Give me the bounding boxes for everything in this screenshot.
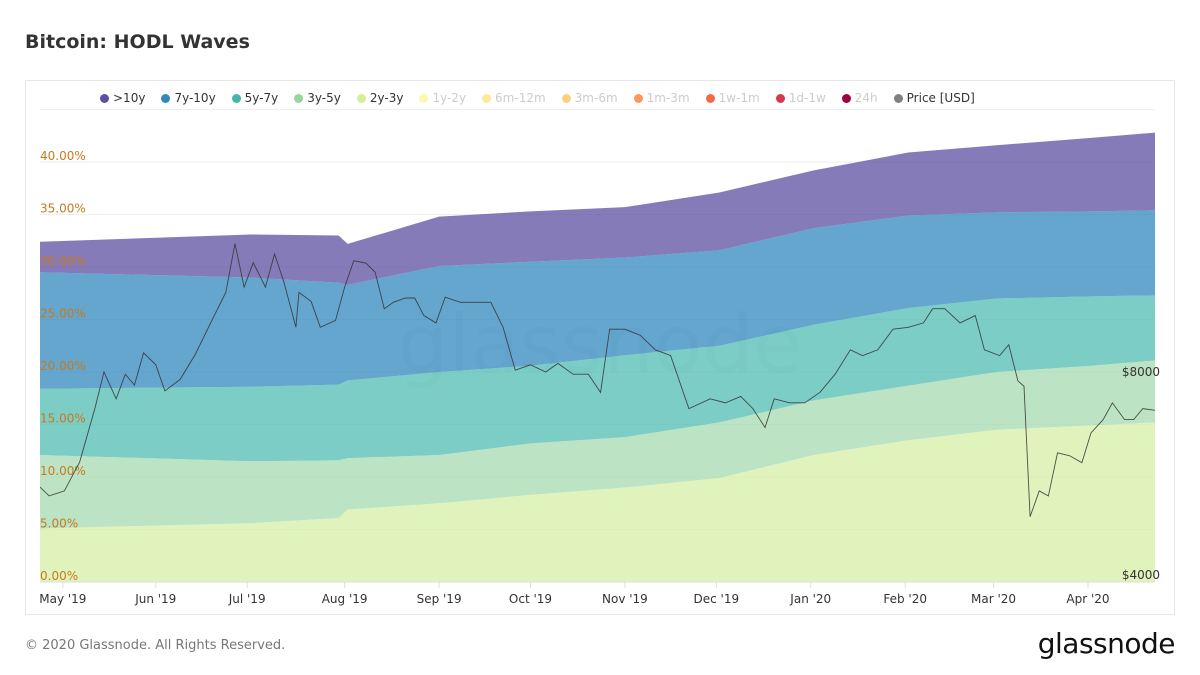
x-tick-label: May '19: [39, 592, 86, 606]
legend-label: 7y-10y: [174, 91, 216, 105]
legend-dot-icon: [841, 93, 851, 103]
y-tick-label: 35.00%: [40, 202, 86, 216]
legend-label: 3m-6m: [574, 91, 618, 105]
legend-item[interactable]: 1w-1m: [705, 91, 760, 105]
legend-label: 1m-3m: [646, 91, 690, 105]
chart-frame: [25, 80, 1175, 615]
legend-item[interactable]: 1d-1w: [775, 91, 826, 105]
legend-label: 5y-7y: [244, 91, 279, 105]
legend-dot-icon: [231, 93, 241, 103]
x-tick-label: Jul '19: [228, 592, 266, 606]
legend-label: 1d-1w: [788, 91, 826, 105]
x-tick-label: Dec '19: [694, 592, 740, 606]
x-tick-label: Feb '20: [883, 592, 927, 606]
legend-dot-icon: [705, 93, 715, 103]
legend-dot-icon: [419, 93, 429, 103]
x-tick-label: Jun '19: [134, 592, 176, 606]
y-tick-label: 10.00%: [40, 464, 86, 478]
x-tick-label: Jan '20: [789, 592, 831, 606]
legend-item[interactable]: 5y-7y: [231, 91, 279, 105]
glassnode-logo: glassnode: [1037, 627, 1176, 660]
page-title: Bitcoin: HODL Waves: [25, 31, 250, 53]
x-tick-label: Mar '20: [971, 592, 1016, 606]
y-tick-label: 5.00%: [40, 517, 78, 531]
legend-dot-icon: [161, 93, 171, 103]
legend-dot-icon: [893, 93, 903, 103]
copyright: © 2020 Glassnode. All Rights Reserved.: [25, 638, 286, 653]
legend: >10y 7y-10y 5y-7y 3y-5y 2y-3y 1y-2y 6m-12m 3m-6…: [100, 91, 991, 105]
y-tick-label: 0.00%: [40, 569, 78, 583]
legend-dot-icon: [561, 93, 571, 103]
legend-item[interactable]: Price [USD]: [893, 91, 975, 105]
legend-item[interactable]: 3m-6m: [561, 91, 618, 105]
price-tick-label: $4000: [1122, 568, 1160, 582]
legend-label: 3y-5y: [307, 91, 341, 105]
legend-label: Price [USD]: [906, 91, 975, 105]
x-tick-label: Aug '19: [322, 592, 368, 606]
legend-label: 1y-2y: [432, 91, 467, 105]
legend-item[interactable]: 6m-12m: [482, 91, 546, 105]
legend-item[interactable]: 3y-5y: [294, 91, 341, 105]
y-tick-label: 15.00%: [40, 412, 86, 426]
y-tick-label: 40.00%: [40, 149, 86, 163]
legend-dot-icon: [482, 93, 492, 103]
area-5y-7y: [40, 295, 1155, 462]
y-tick-label: 25.00%: [40, 307, 86, 321]
legend-dot-icon: [294, 93, 304, 103]
legend-label: >10y: [113, 91, 146, 105]
price-line: [39, 243, 1156, 517]
x-tick-label: Nov '19: [602, 592, 648, 606]
legend-item[interactable]: 1y-2y: [419, 91, 466, 105]
legend-item[interactable]: 7y-10y: [161, 91, 216, 105]
legend-dot-icon: [100, 93, 109, 103]
x-tick-label: Sep '19: [417, 592, 462, 606]
y-tick-label: 20.00%: [40, 359, 86, 373]
y-tick-label: 30.00%: [40, 254, 86, 268]
legend-label: 6m-12m: [495, 91, 546, 105]
x-tick-label: Apr '20: [1066, 592, 1109, 606]
legend-item[interactable]: 1m-3m: [633, 91, 690, 105]
legend-item[interactable]: >10y: [100, 91, 145, 105]
area-7y-10y: [40, 210, 1155, 389]
legend-item[interactable]: 2y-3y: [356, 91, 404, 105]
legend-dot-icon: [633, 93, 643, 103]
legend-label: 1w-1m: [718, 91, 760, 105]
legend-label: 24h: [854, 91, 878, 105]
legend-item[interactable]: 24h: [841, 91, 878, 105]
price-tick-label: $8000: [1122, 365, 1160, 379]
legend-label: 2y-3y: [369, 91, 404, 105]
x-tick-label: Oct '19: [509, 592, 552, 606]
legend-dot-icon: [775, 93, 785, 103]
area-2y-3y: [40, 422, 1155, 582]
legend-dot-icon: [356, 93, 366, 103]
area-gt10y: [40, 132, 1155, 285]
area-3y-5y: [40, 360, 1155, 529]
